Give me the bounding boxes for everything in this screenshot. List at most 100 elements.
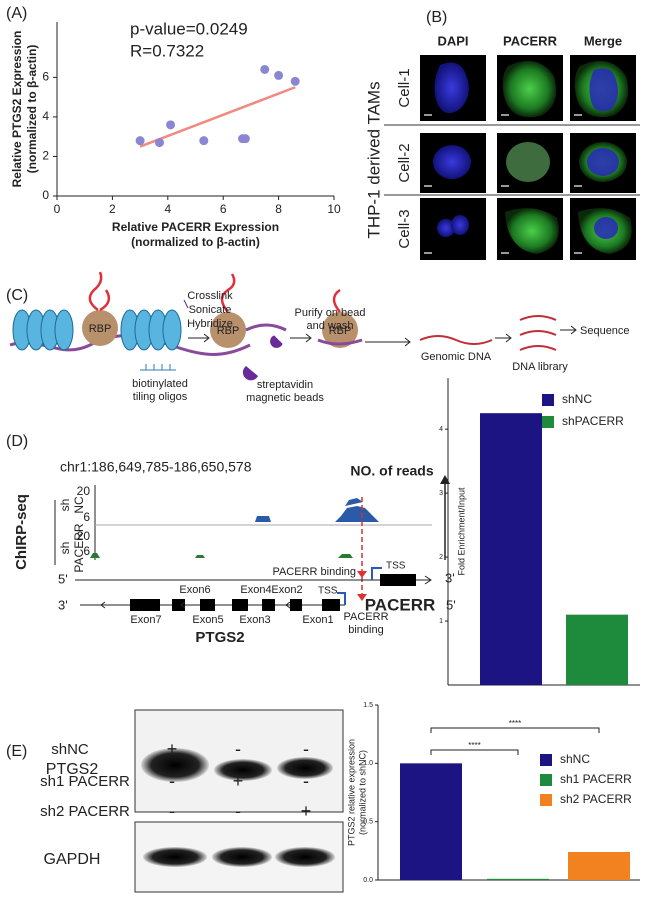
region-label: chr1:186,649,785-186,650,578 (60, 459, 252, 475)
track-tick: 6 (83, 544, 90, 558)
x-tick-label: 8 (275, 202, 282, 216)
legend-label: sh2 PACERR (560, 792, 632, 806)
chirp-schematic (9, 271, 577, 381)
reads-label: NO. of reads (350, 463, 433, 479)
fit-line (139, 86, 296, 148)
column-header: DAPI (437, 33, 468, 48)
point (135, 136, 145, 146)
exon-label: Exon3 (239, 614, 270, 626)
legend-swatch (542, 416, 554, 428)
bead-label: magnetic beads (246, 392, 324, 404)
method-label: ChIRP-seq (13, 494, 30, 570)
condition-label: sh2 PACERR (40, 803, 130, 820)
y-axis-label: (normalized to shNC) (357, 750, 367, 835)
significance-label: **** (468, 741, 480, 750)
binding-label: PACERR binding (272, 566, 356, 578)
micrographs (384, 55, 640, 260)
sign-label: - (169, 771, 175, 791)
gene-label: PTGS2 (195, 629, 244, 646)
point (260, 64, 270, 74)
rbp-label: RBP (89, 323, 112, 335)
strand-label: 3' (445, 570, 455, 585)
bead-label: streptavidin (257, 379, 313, 391)
point (240, 134, 250, 144)
rbp-label: RBP (217, 325, 240, 337)
sign-label: - (169, 801, 175, 821)
oligo-label: biotinylated (132, 378, 188, 390)
binding-label: binding (348, 624, 383, 636)
track-label: sh (58, 542, 72, 555)
legend-label: shPACERR (562, 414, 624, 428)
exon-label: Exon7 (130, 614, 161, 626)
exon-label: Exon1 (302, 614, 333, 626)
bar (480, 413, 542, 685)
genome-track (54, 475, 450, 611)
legend-label: shNC (562, 392, 592, 406)
annotation: R=0.7322 (130, 41, 204, 60)
track-label: sh (58, 499, 72, 512)
x-tick-label: 6 (220, 202, 227, 216)
sequence-label: Sequence (580, 325, 630, 337)
y-tick-label: 1.0 (363, 760, 373, 767)
western-blot (134, 709, 344, 893)
layout (9, 55, 640, 893)
point (290, 76, 300, 86)
legend-swatch (540, 774, 552, 786)
step-label: Crosslink (187, 290, 233, 302)
bar (568, 852, 630, 880)
panel-label: (D) (6, 433, 28, 450)
exon-label: Exon4 (240, 584, 271, 596)
track-tick: 6 (83, 510, 90, 524)
panel-label: (A) (6, 5, 27, 22)
sign-label: + (233, 771, 244, 791)
y-axis-label: Fold Enrichment/Input (456, 487, 466, 576)
y-tick-label: 4 (42, 109, 49, 123)
x-tick-label: 2 (109, 202, 116, 216)
y-tick-label: 0 (42, 188, 49, 202)
annotation: p-value=0.0249 (130, 19, 248, 38)
step-label: and wash (306, 320, 353, 332)
track-tick: 20 (77, 529, 91, 543)
track-label: NC (72, 496, 86, 514)
x-axis-label: Relative PACERR Expression (112, 220, 279, 234)
rbp-label: RBP (329, 325, 352, 337)
y-tick-label: 0.5 (363, 819, 373, 826)
step-label: Purify on bead (295, 307, 366, 319)
point (166, 120, 176, 130)
x-tick-label: 4 (164, 202, 171, 216)
y-tick-label: 2 (42, 149, 49, 163)
bar (566, 614, 628, 685)
track-label: PACERR (72, 523, 86, 572)
point (199, 136, 209, 146)
step-label: Hybridize (187, 318, 233, 330)
bar (487, 878, 549, 880)
panel-label: (E) (6, 743, 27, 760)
y-tick-label: 3 (439, 490, 443, 497)
protein-label: GAPDH (44, 851, 101, 868)
track-tick: 20 (77, 484, 91, 498)
y-tick-label: 6 (42, 70, 49, 84)
sign-label: - (235, 739, 241, 759)
point (154, 138, 164, 148)
strand-label: 5' (446, 597, 456, 612)
column-header: Merge (584, 33, 622, 48)
y-tick-label: 1 (439, 618, 443, 625)
tss-label: TSS (318, 586, 338, 597)
panel-label: (C) (6, 287, 28, 304)
strand-label: 5' (58, 571, 68, 586)
sign-label: - (235, 801, 241, 821)
exon-label: Exon5 (192, 614, 223, 626)
row-label: Cell-1 (396, 68, 413, 107)
legend-swatch (542, 394, 554, 406)
x-tick-label: 10 (327, 202, 341, 216)
y-axis-label: Relative PTGS2 Expression (10, 31, 24, 188)
legend-swatch (540, 754, 552, 766)
strand-label: 3' (58, 597, 68, 612)
gene-label: PACERR (365, 595, 436, 614)
sign-label: - (303, 739, 309, 759)
binding-label: PACERR (343, 611, 388, 623)
library-label: DNA library (512, 361, 568, 373)
condition-label: sh1 PACERR (40, 773, 130, 790)
significance-bracket (430, 727, 600, 733)
column-header: PACERR (503, 33, 558, 48)
